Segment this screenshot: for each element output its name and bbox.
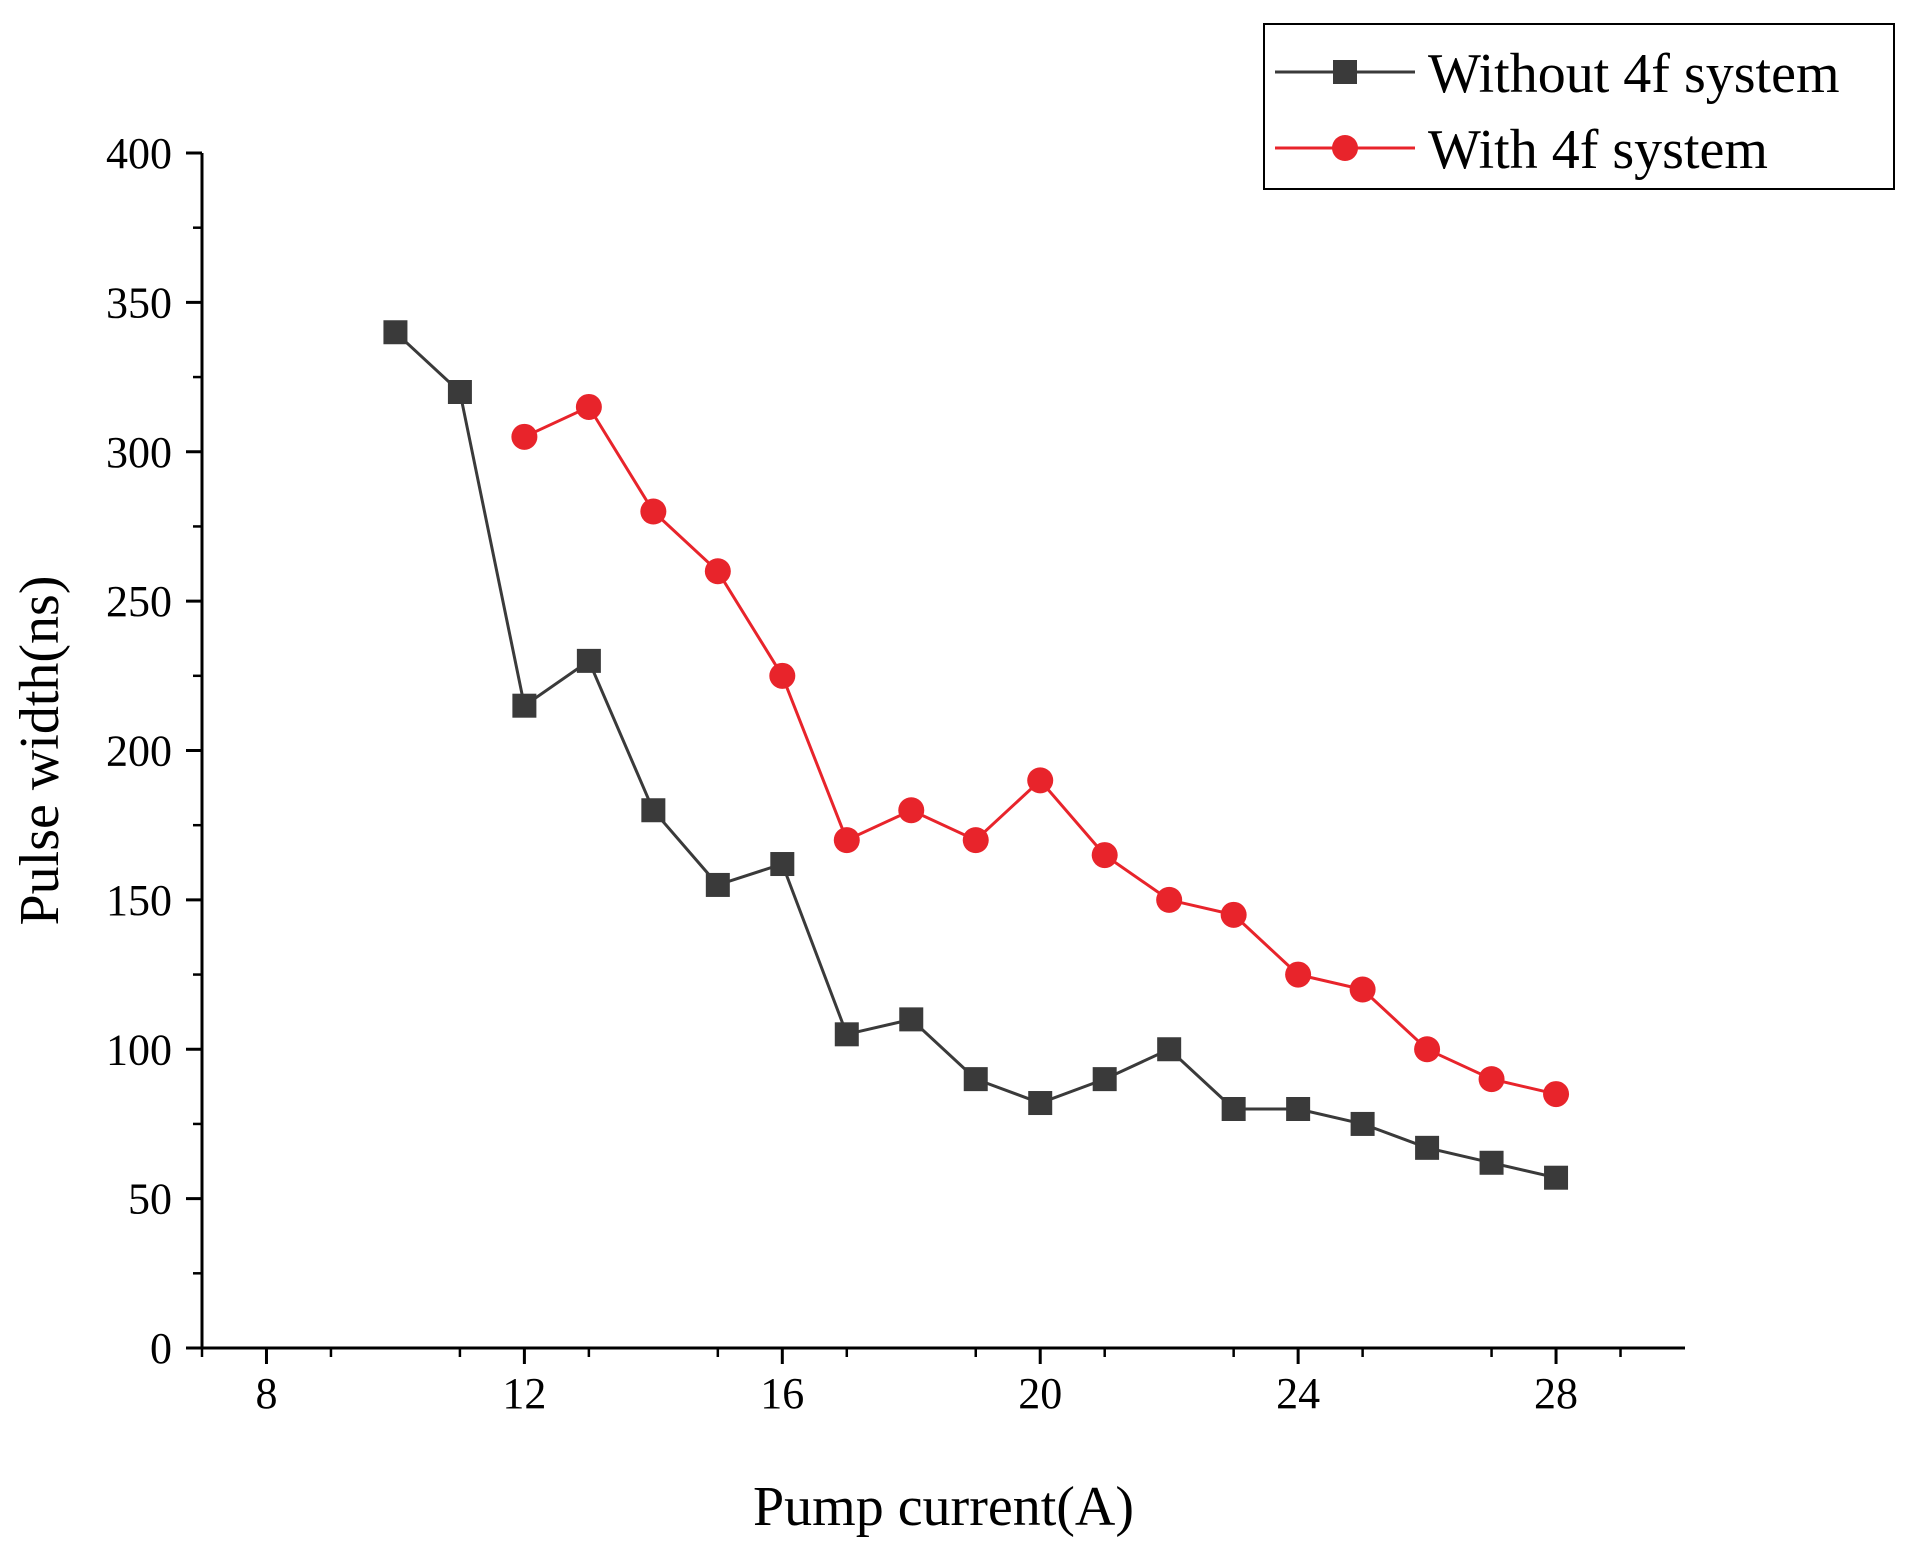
x-tick-label: 28 bbox=[1534, 1369, 1578, 1418]
data-point bbox=[575, 393, 602, 420]
data-point bbox=[1543, 1081, 1570, 1108]
data-point bbox=[1285, 961, 1312, 988]
data-point bbox=[640, 498, 667, 525]
data-point bbox=[770, 852, 795, 877]
y-tick-label: 0 bbox=[150, 1324, 172, 1373]
legend-item: With 4f system bbox=[1275, 119, 1768, 181]
data-point bbox=[512, 693, 537, 718]
data-point bbox=[1156, 886, 1183, 913]
data-point bbox=[383, 320, 408, 345]
data-point bbox=[1478, 1066, 1505, 1093]
data-point bbox=[1479, 1150, 1504, 1175]
data-point bbox=[833, 827, 860, 854]
legend-label: With 4f system bbox=[1428, 119, 1768, 181]
x-tick-label: 8 bbox=[255, 1369, 277, 1418]
data-point bbox=[769, 662, 796, 689]
data-point bbox=[962, 827, 989, 854]
series-2 bbox=[511, 393, 1570, 1108]
data-point bbox=[1028, 1091, 1053, 1116]
data-point bbox=[1349, 976, 1376, 1003]
data-point bbox=[705, 872, 730, 897]
data-point bbox=[1157, 1037, 1182, 1062]
x-tick-label: 16 bbox=[760, 1369, 804, 1418]
data-point bbox=[963, 1067, 988, 1092]
data-point bbox=[704, 558, 731, 585]
y-tick-label: 150 bbox=[106, 876, 172, 925]
data-point bbox=[576, 648, 601, 673]
y-tick-label: 200 bbox=[106, 727, 172, 776]
data-point bbox=[1286, 1097, 1311, 1121]
series-line bbox=[394, 331, 1557, 1180]
y-tick-label: 50 bbox=[128, 1175, 172, 1224]
y-tick-label: 350 bbox=[106, 278, 172, 327]
y-tick-label: 300 bbox=[106, 428, 172, 477]
y-tick-label: 400 bbox=[106, 129, 172, 178]
data-point bbox=[1092, 1067, 1117, 1092]
series-layer bbox=[383, 320, 1570, 1190]
data-point bbox=[1221, 1097, 1246, 1121]
data-point bbox=[1414, 1036, 1441, 1063]
legend-marker bbox=[1333, 60, 1357, 84]
data-point bbox=[1091, 842, 1118, 869]
legend-label: Without 4f system bbox=[1428, 43, 1840, 105]
y-tick-label: 100 bbox=[106, 1025, 172, 1074]
series-line bbox=[523, 404, 1557, 1096]
legend-box bbox=[1263, 23, 1895, 190]
y-tick-label: 250 bbox=[106, 577, 172, 626]
legend-item: Without 4f system bbox=[1275, 43, 1840, 105]
data-point bbox=[1220, 901, 1247, 928]
data-point bbox=[511, 423, 538, 450]
x-tick-label: 24 bbox=[1276, 1369, 1320, 1418]
series-1 bbox=[383, 320, 1569, 1190]
data-point bbox=[1350, 1111, 1375, 1136]
x-tick-label: 20 bbox=[1018, 1369, 1062, 1418]
legend-marker bbox=[1332, 135, 1358, 161]
data-point bbox=[447, 380, 472, 404]
axes: 0 50 100 150 200 250 300 350 400 8 12 16 20 24 28 bbox=[106, 129, 1685, 1418]
data-point bbox=[834, 1022, 859, 1047]
data-point bbox=[1027, 767, 1054, 794]
data-point bbox=[1415, 1135, 1440, 1160]
data-point bbox=[899, 1007, 924, 1032]
data-point bbox=[898, 797, 925, 824]
x-axis-title: Pump current(A) bbox=[753, 1476, 1134, 1538]
data-point bbox=[641, 798, 666, 823]
y-axis-title: Pulse width(ns) bbox=[9, 576, 71, 926]
x-tick-label: 12 bbox=[502, 1369, 546, 1418]
data-point bbox=[1544, 1165, 1569, 1190]
legend: Without 4f system With 4f system bbox=[1263, 23, 1895, 190]
